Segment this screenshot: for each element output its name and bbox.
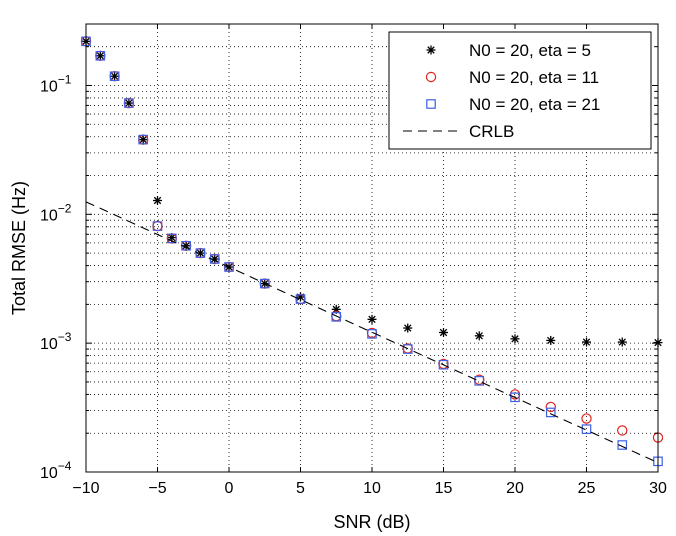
data-point-series-3 xyxy=(195,248,206,258)
data-point-series-3 xyxy=(438,359,449,370)
data-point-series-3 xyxy=(545,407,556,418)
data-point-series-3 xyxy=(295,294,306,304)
series-layer xyxy=(80,36,664,467)
y-tick-label: 10−2 xyxy=(40,201,72,224)
data-point-series-3 xyxy=(167,233,177,244)
data-point-series-1 xyxy=(110,71,120,81)
data-point-series-3 xyxy=(138,134,148,145)
legend-label-4: CRLB xyxy=(469,122,514,141)
data-point-series-3 xyxy=(510,392,520,403)
x-tick-label: 20 xyxy=(506,480,524,497)
legend-label-3: N0 = 20, eta = 21 xyxy=(469,95,600,114)
x-tick-label: 25 xyxy=(578,480,596,497)
x-tick-label: 10 xyxy=(363,480,381,497)
data-point-series-1 xyxy=(403,323,413,333)
data-point-series-3 xyxy=(95,50,106,61)
x-tick-label: −10 xyxy=(72,480,99,497)
y-axis-label: Total RMSE (Hz) xyxy=(9,181,29,315)
y-tick-label: 10−1 xyxy=(40,72,72,95)
x-tick-label: 5 xyxy=(296,480,305,497)
x-axis-label: SNR (dB) xyxy=(333,512,410,532)
y-tick-label: 10−3 xyxy=(40,330,72,353)
data-point-series-3 xyxy=(152,221,163,231)
data-point-series-1 xyxy=(138,135,148,145)
y-tick-label: 10−4 xyxy=(40,459,72,482)
data-point-series-1 xyxy=(474,331,484,341)
data-point-series-2 xyxy=(581,413,592,424)
data-point-series-1 xyxy=(617,337,627,347)
legend-marker-3 xyxy=(426,99,436,109)
data-point-series-1 xyxy=(582,337,591,347)
x-tick-label: 15 xyxy=(435,480,453,497)
data-point-series-1 xyxy=(546,335,556,345)
data-point-series-3 xyxy=(581,424,592,434)
data-point-series-3 xyxy=(224,262,234,272)
data-point-series-1 xyxy=(510,334,520,344)
data-point-series-3 xyxy=(109,71,120,82)
data-point-series-2 xyxy=(545,401,556,413)
legend-label-2: N0 = 20, eta = 11 xyxy=(469,68,599,87)
data-point-series-1 xyxy=(367,314,377,324)
data-point-series-1 xyxy=(439,327,448,337)
data-point-series-3 xyxy=(402,344,413,354)
data-point-series-2 xyxy=(617,425,628,436)
data-point-series-3 xyxy=(617,440,628,450)
x-tick-label: 30 xyxy=(649,480,667,497)
data-point-series-3 xyxy=(474,376,485,386)
ticks: −10 −5 0 5 10 15 20 25 30 10−1 10−2 10−3 10−4 xyxy=(40,23,667,497)
legend-marker-1 xyxy=(426,45,436,55)
x-tick-label: −5 xyxy=(148,480,166,497)
data-point-series-3 xyxy=(259,278,270,289)
data-point-series-3 xyxy=(331,312,342,322)
data-point-series-1 xyxy=(153,196,162,206)
legend-label-1: N0 = 20, eta = 5 xyxy=(469,41,591,60)
legend-marker-2 xyxy=(425,71,437,83)
data-point-series-1 xyxy=(124,98,134,108)
data-point-series-3 xyxy=(124,98,134,108)
x-tick-label: 0 xyxy=(225,480,234,497)
legend: N0 = 20, eta = 5 N0 = 20, eta = 11 N0 = 20… xyxy=(388,31,652,150)
data-point-series-1 xyxy=(95,51,105,61)
